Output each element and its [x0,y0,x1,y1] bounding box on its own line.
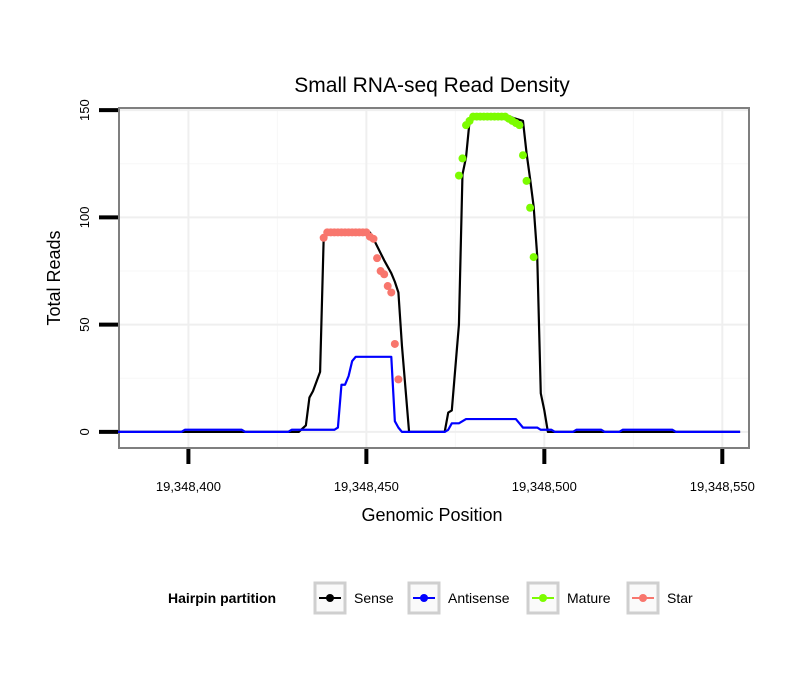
plot-panel-border [118,107,750,449]
legend-label: Sense [354,590,394,606]
chart-title: Small RNA-seq Read Density [294,74,570,97]
data-point-star [373,254,382,263]
data-point-mature [522,176,531,185]
y-tick-label: 150 [77,99,92,121]
series-antisense [117,355,741,434]
data-point-mature [526,203,535,212]
legend-key-dot [539,594,547,602]
x-tick-label: 19,348,450 [334,479,399,494]
legend-label: Mature [567,590,611,606]
y-tick-label: 100 [77,207,92,229]
y-axis-title: Total Reads [44,230,64,325]
y-tick-label: 50 [77,317,92,331]
x-tick-label: 19,348,550 [690,479,755,494]
legend-entry-star: Star [626,581,693,615]
legend-key-dot [639,594,647,602]
x-tick-label: 19,348,400 [156,479,221,494]
legend-label: Antisense [448,590,510,606]
data-point-mature [515,121,524,130]
data-point-mature [518,151,527,160]
series-line-sense [117,115,741,434]
legend-key-dot [326,594,334,602]
data-point-mature [458,154,467,163]
legend-entry-antisense: Antisense [407,581,510,615]
legend: Hairpin partition Sense Antisense Mature St… [168,581,693,615]
legend-label: Star [667,590,693,606]
data-point-mature [454,171,463,180]
x-axis: 19,348,400 19,348,450 19,348,500 19,348,550 [156,449,755,494]
legend-entry-sense: Sense [313,581,394,615]
grid-lines [119,108,749,448]
data-point-star [369,234,378,243]
data-point-star [383,282,392,291]
series-star [319,228,403,384]
series-line-antisense [117,355,741,434]
legend-entry-mature: Mature [526,581,611,615]
data-point-star [390,339,399,348]
legend-key-dot [420,594,428,602]
x-axis-title: Genomic Position [361,505,502,525]
series-sense [117,115,741,434]
series-mature [454,112,538,262]
data-point-star [387,288,396,297]
data-point-star [380,270,389,279]
x-tick-label: 19,348,500 [512,479,577,494]
series-group [117,112,741,434]
y-axis: 0 50 100 150 [77,99,118,436]
y-tick-label: 0 [77,428,92,435]
data-point-mature [529,253,538,262]
legend-title: Hairpin partition [168,590,276,606]
data-point-star [394,375,403,384]
